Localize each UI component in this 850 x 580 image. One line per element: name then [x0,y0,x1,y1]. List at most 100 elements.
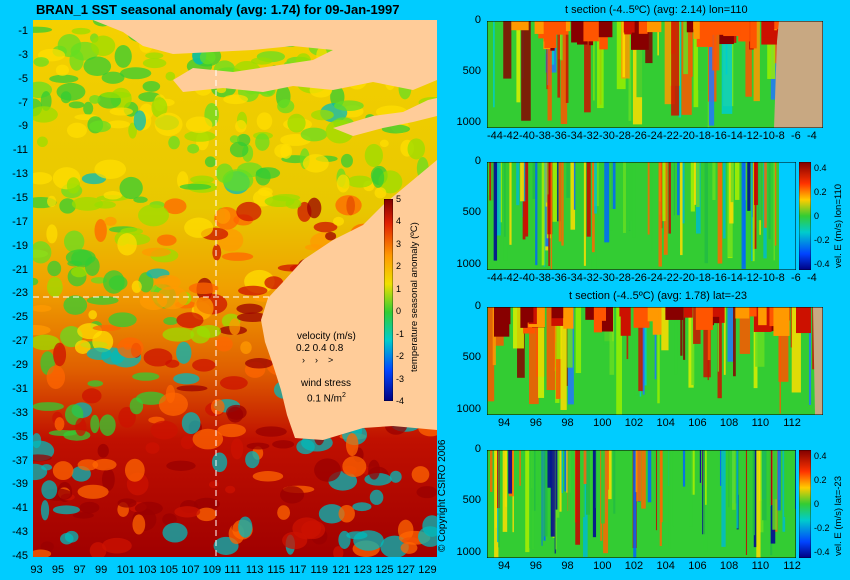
section-depth-tick: 500 [462,64,481,77]
map-colorbar-tick: 3 [396,238,402,249]
surface-anomaly [563,307,574,329]
section-stripe [559,450,562,512]
section-stripe [609,162,613,231]
surface-anomaly [565,21,571,32]
section-stripe [547,162,549,195]
sst-map [33,20,437,557]
section-x-tick: -44 [487,130,503,142]
section-stripe [717,307,722,399]
section-stripe [672,450,674,527]
section-stripe [782,450,786,532]
section-stripe [697,21,708,91]
section-stripe [642,307,645,395]
velocity-colorbar-tick: 0.4 [814,451,827,461]
section-stripe [705,450,707,505]
map-lon-tick: 99 [95,564,108,576]
section-stripe [487,307,495,402]
section-stripe [490,450,493,492]
surface-anomaly [695,307,713,330]
section-stripe [680,162,683,256]
section-stripe [757,162,762,221]
section-stripe [552,162,557,222]
section-x-tick: -24 [647,130,663,142]
section-stripe [573,162,576,210]
map-colorbar-tick: 5 [396,194,402,204]
panel-title: t section (-4..5ºC) (avg: 2.14) lon=110 [565,4,748,16]
section-stripe [544,450,548,537]
section-stripe [769,450,773,506]
surface-anomaly [665,307,684,320]
map-lon-tick: 113 [245,564,264,576]
section-depth-tick: 1000 [456,115,481,128]
section-stripe [659,450,662,547]
section-stripe [730,162,734,203]
section-stripe [561,450,564,494]
section-stripe [721,450,726,547]
section-stripe [623,162,626,233]
section-stripe [739,307,751,354]
section-stripe [610,162,616,210]
section-stripe [677,162,680,216]
section-x-tick: 108 [719,560,739,572]
map-colorbar-tick: 0 [396,306,402,317]
section-stripe [560,307,567,410]
map-lon-tick: 105 [159,564,179,576]
map-lat-tick: -5 [18,72,28,85]
section-stripe [627,162,631,231]
surface-anomaly [683,307,693,318]
section-x-tick: -40 [519,272,535,284]
section-x-tick: -34 [567,272,583,284]
section-depth-tick: 500 [462,206,481,219]
velocity-colorbar-tick: 0.4 [814,163,827,173]
section-stripe [682,450,686,487]
map-lat-tick: -29 [12,359,28,372]
map-lon-tick: 115 [267,564,285,576]
map-lat-tick: -21 [12,263,28,276]
velocity-colorbar-tick: -0.2 [814,523,830,533]
section-stripe [616,307,622,415]
section-x-tick: -40 [519,130,535,142]
section-stripe [519,450,521,486]
map-lat-tick: -33 [12,406,28,419]
map-lat-tick: -1 [18,24,28,37]
section-stripe [550,450,555,537]
map-colorbar [384,199,393,401]
section-x-tick: -6 [791,130,801,142]
section-x-tick: -18 [695,272,711,284]
velocity-colorbar-label: vel. E (m/s) lat=-23 [833,476,844,556]
section-x-tick: -4 [807,272,817,284]
surface-anomaly [581,21,599,42]
velocity-legend-scale: 0.2 0.4 0.8 [296,343,344,354]
section-stripe [721,21,733,114]
velocity-colorbar-tick: 0 [814,499,820,509]
section-stripe [513,307,524,349]
section-stripe [719,450,722,486]
section-stripe [510,162,515,215]
section-x-tick: -16 [711,130,727,142]
section-x-tick: -20 [679,130,695,142]
map-lon-tick: 97 [73,564,86,576]
section-stripe [645,21,653,64]
section-stripe [555,450,558,510]
section-stripe [733,307,736,377]
section-stripe [541,162,545,266]
indonesia-land [93,20,437,92]
section-stripe [727,307,734,362]
section-stripe [516,162,520,206]
map-lat-tick: -3 [18,48,28,61]
section-stripe [708,21,715,126]
section-stripe [509,162,512,245]
section-stripe [525,162,529,237]
section-x-tick: 110 [751,417,770,429]
section-stripe [495,162,501,236]
section-stripe [712,162,716,200]
section-stripe [752,162,757,249]
section-stripe [547,450,552,488]
section-stripe [567,307,573,368]
section-stripe [641,450,646,509]
section-stripe [583,162,586,266]
surface-anomaly [638,21,648,34]
surface-anomaly [735,307,750,319]
section-stripe [783,450,787,517]
section-x-tick: -44 [487,272,503,284]
